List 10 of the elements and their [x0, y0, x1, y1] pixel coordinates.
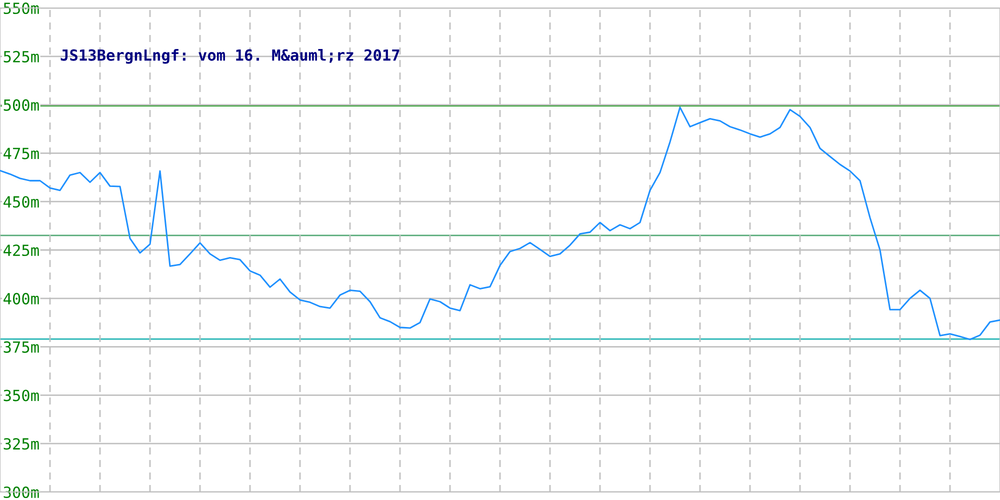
y-tick-label: 400m [4, 292, 39, 304]
y-tick-label: 425m [4, 244, 39, 256]
text: JS13BergnLngf: vom 16. M&auml;rz 2017 [60, 49, 400, 64]
y-tick-label: 450m [4, 196, 39, 208]
y-tick-label: 350m [4, 390, 39, 402]
y-tick-label: 475m [4, 148, 39, 160]
y-tick-label: 375m [4, 341, 39, 353]
y-tick-label: 325m [4, 438, 39, 450]
y-tick-label: 525m [4, 50, 39, 62]
y-tick-label: 500m [4, 99, 39, 111]
